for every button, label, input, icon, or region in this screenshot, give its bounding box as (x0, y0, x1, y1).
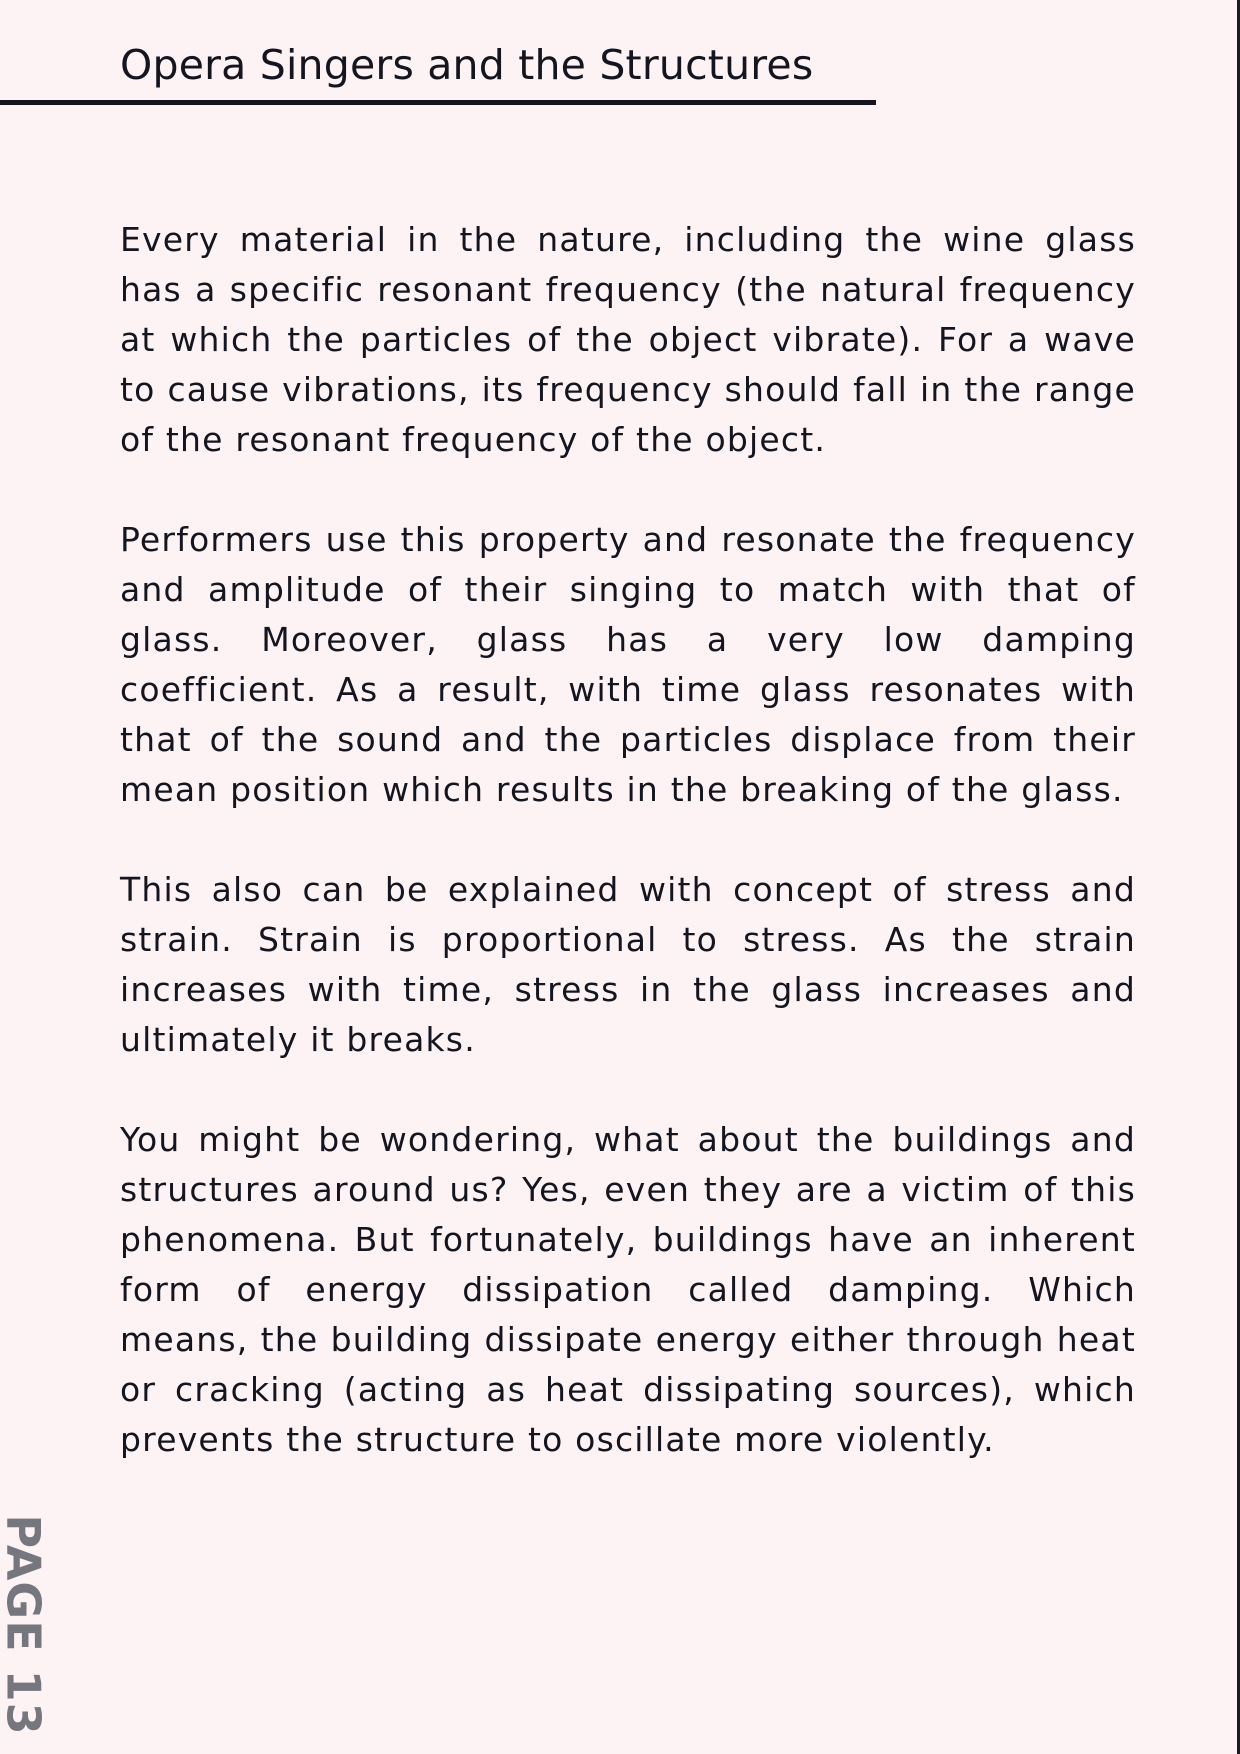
page-edge-line (1237, 0, 1240, 1754)
page-title: Opera Singers and the Structures (120, 41, 814, 89)
page-header: Opera Singers and the Structures (0, 36, 876, 105)
paragraph-resonant-frequency: Every material in the nature, including … (120, 220, 1136, 459)
article-body: Every material in the nature, including … (120, 215, 1136, 1515)
paragraph-performers: Performers use this property and resonat… (120, 520, 1136, 809)
paragraph-buildings: You might be wondering, what about the b… (120, 1120, 1136, 1459)
paragraph-stress-strain: This also can be explained with concept … (120, 870, 1136, 1059)
page-number-label: PAGE 13 (0, 1500, 54, 1750)
page-number-text: PAGE 13 (0, 1514, 51, 1736)
